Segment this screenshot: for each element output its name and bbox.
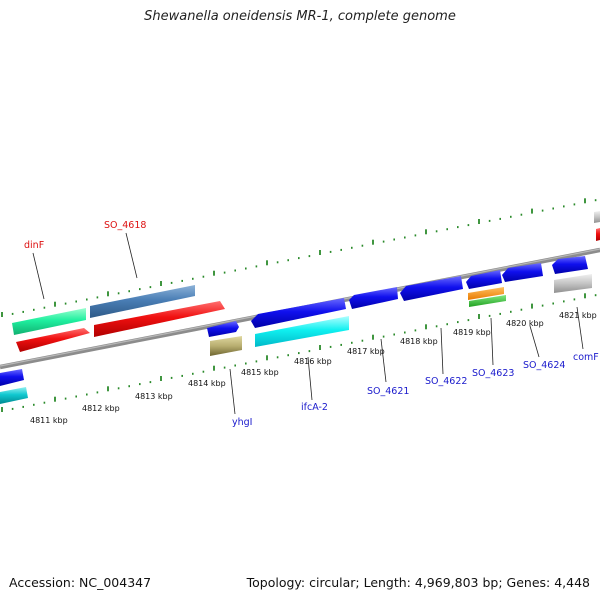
tick-label: 4816 kbp [294, 357, 332, 366]
genome-summary-text: Topology: circular; Length: 4,969,803 bp… [246, 575, 590, 590]
gene-feature-edge-grey [594, 211, 600, 223]
gene-label-SO_4624: SO_4624 [523, 360, 565, 371]
tick-label: 4813 kbp [135, 392, 173, 401]
tick-label: 4812 kbp [82, 404, 120, 413]
top-strand-features [12, 211, 600, 352]
gene-label-SO_4623: SO_4623 [472, 368, 514, 379]
bottom-strand-features [0, 256, 592, 404]
gene-feature-edge-red [596, 228, 600, 241]
accession-text: Accession: NC_004347 [9, 575, 152, 590]
tick-labels: 4811 kbp 4812 kbp 4813 kbp 4814 kbp 4815… [30, 311, 597, 425]
tick-label: 4820 kbp [506, 319, 544, 328]
gene-feature-so4618 [94, 301, 225, 337]
gene-feature-SO_4622 [400, 276, 463, 301]
label-leader-lines [32, 232, 584, 415]
gene-feature-SO_4624 [502, 263, 543, 282]
tick-label: 4814 kbp [188, 379, 226, 388]
gene-feature-seagreen [12, 308, 86, 335]
gene-feature-yhgI [207, 321, 239, 337]
gene-feature-comF-grey [554, 274, 592, 293]
gene-feature-SO_4623-orange [468, 287, 504, 300]
gene-feature-SO_4623-green [469, 295, 506, 307]
tick-label: 4821 kbp [559, 311, 597, 320]
gene-feature-yhgI-khaki [210, 336, 242, 356]
gene-label-comF: comF [573, 352, 599, 363]
upper-tick-track [1, 198, 597, 317]
gene-label-SO_4621: SO_4621 [367, 386, 409, 397]
gene-feature-ifcA-2-cyan [255, 316, 349, 347]
tick-label: 4817 kbp [347, 347, 385, 356]
gene-feature-dinF [16, 328, 90, 352]
gene-label-ifcA-2: ifcA-2 [301, 402, 328, 413]
tick-label: 4815 kbp [241, 368, 279, 377]
tick-label: 4811 kbp [30, 416, 68, 425]
tick-label: 4818 kbp [400, 337, 438, 346]
gene-feature-ifcA-2 [251, 298, 346, 328]
gene-label-dinF: dinF [24, 240, 44, 251]
gene-label-SO_4618: SO_4618 [104, 220, 146, 231]
map-title: Shewanella oneidensis MR-1, complete gen… [144, 9, 456, 24]
gene-feature-SO_4623 [466, 270, 502, 289]
gene-label-SO_4622: SO_4622 [425, 376, 467, 387]
gene-label-yhgI: yhgI [232, 417, 252, 428]
gene-feature-comF [552, 256, 588, 274]
gene-feature-left-blue [0, 369, 24, 386]
gene-labels: dinF SO_4618 yhgI ifcA-2 SO_4621 SO_4622… [24, 220, 599, 428]
gene-feature-so4618-steel [90, 285, 195, 318]
lower-tick-track [1, 293, 597, 412]
gene-feature-SO_4621 [349, 287, 398, 309]
tick-label: 4819 kbp [453, 328, 491, 337]
gene-feature-left-teal [0, 387, 28, 404]
